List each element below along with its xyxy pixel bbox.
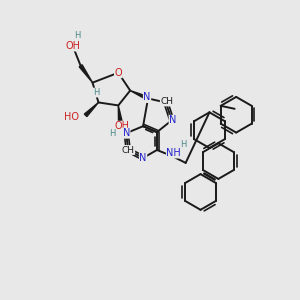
- Text: OH: OH: [65, 41, 80, 51]
- Text: H: H: [109, 129, 116, 138]
- Text: H: H: [181, 140, 187, 148]
- Text: N: N: [169, 115, 176, 125]
- Text: OH: OH: [115, 121, 130, 131]
- Polygon shape: [79, 65, 92, 82]
- Polygon shape: [118, 105, 122, 122]
- Text: N: N: [122, 128, 130, 138]
- Text: HO: HO: [64, 112, 79, 122]
- Polygon shape: [84, 102, 98, 117]
- Text: N: N: [140, 153, 147, 163]
- Text: CH: CH: [122, 146, 135, 154]
- Text: H: H: [74, 31, 81, 40]
- Text: NH: NH: [167, 148, 181, 158]
- Polygon shape: [130, 91, 149, 100]
- Text: H: H: [93, 88, 100, 97]
- Text: O: O: [115, 68, 122, 78]
- Text: CH: CH: [160, 97, 173, 106]
- Text: N: N: [143, 92, 151, 103]
